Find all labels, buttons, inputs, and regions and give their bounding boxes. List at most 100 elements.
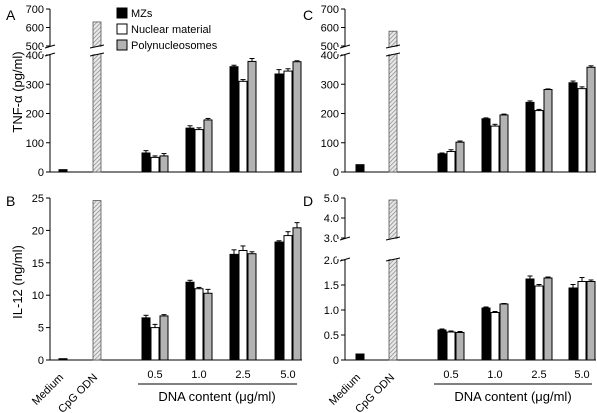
axis-break-mark-a	[44, 52, 56, 57]
axis-break-mark-c	[339, 52, 351, 57]
panel-b: 0 5 10 15 20 25	[32, 193, 302, 367]
bar-a-s0-c3	[274, 73, 284, 173]
bar-d-s1-c1	[490, 312, 500, 361]
y-tick-label-c: 200	[321, 109, 339, 121]
bar-c-s2-c3	[586, 66, 596, 173]
legend: MZs Nuclear material Polynucleosomes	[116, 7, 218, 52]
y-tick-label-c: 100	[321, 138, 339, 150]
bar-a-s1-c0	[150, 156, 160, 173]
y-tick-label-d: 1.5	[324, 280, 339, 292]
bar-a-s0-c1	[185, 127, 195, 173]
y-tick-label-b: 20	[32, 225, 44, 237]
dna-level-right-2: 1.0	[487, 369, 502, 381]
bar-c-s1-c1	[490, 125, 500, 173]
legend-label-poly: Polynucleosomes	[131, 40, 218, 52]
bar-medium-b	[58, 358, 68, 361]
bar-b-s1-c2	[238, 249, 248, 361]
bar-d-s2-c0	[455, 332, 465, 361]
bar-a-s1-c1	[194, 129, 204, 173]
bar-medium-d	[355, 353, 365, 361]
bar-b-s2-c0	[159, 315, 169, 361]
bar-a-s2-c1	[203, 119, 213, 173]
y-tick-label-a: 700	[26, 4, 44, 16]
bar-c-s0-c0	[437, 153, 447, 173]
bar-cpg-odn-d	[388, 199, 398, 361]
legend-label-nuclear: Nuclear material	[131, 24, 211, 36]
y-axis-label-a: TNF-α (pg/ml)	[10, 51, 25, 132]
x-axis-label-right: DNA content (μg/ml)	[454, 389, 571, 404]
bar-b-s2-c2	[247, 253, 257, 361]
y-tick-label-c: 700	[321, 4, 339, 16]
bar-c-s1-c2	[534, 110, 544, 173]
axis-break-mark-d	[339, 236, 351, 241]
y-tick-label-d: 1.0	[324, 305, 339, 317]
bar-b-s1-c0	[150, 327, 160, 361]
axis-break-mask-c	[337, 47, 405, 54]
panel-label-c: C	[303, 7, 313, 23]
bar-medium-c	[355, 164, 365, 173]
bar-b-s1-c1	[194, 288, 204, 361]
bar-d-s0-c1	[481, 307, 491, 361]
bar-d-s0-c2	[525, 278, 535, 361]
bar-break-mark-a	[89, 44, 105, 49]
y-tick-label-d: 3.0	[324, 233, 339, 245]
axis-break-mark-d	[339, 257, 351, 262]
panel-d: 0 0.5 1.0 1.5 2.0 3.0 4.0 5.0	[324, 193, 596, 367]
y-tick-label-a: 400	[26, 50, 44, 62]
bar-b-s0-c2	[229, 253, 239, 361]
axis-break-mask-a	[42, 47, 109, 54]
bar-c-s2-c0	[455, 141, 465, 173]
bar-b-s2-c3	[292, 227, 302, 361]
bar-a-s0-c2	[229, 66, 239, 173]
panel-label-a: A	[6, 7, 16, 23]
y-tick-label-c: 300	[321, 79, 339, 91]
y-tick-label-d: 0	[333, 355, 339, 367]
bar-b-s2-c1	[203, 292, 213, 361]
bar-c-s2-c1	[499, 114, 509, 173]
dna-level-right-3: 2.5	[531, 369, 546, 381]
y-tick-label-a: 100	[26, 138, 44, 150]
y-tick-label-b: 25	[32, 193, 44, 205]
bar-medium-a	[58, 169, 68, 173]
bar-break-mark-d	[385, 236, 401, 241]
legend-swatch-mzs	[116, 7, 128, 19]
y-tick-label-c: 400	[321, 50, 339, 62]
y-axis-label-b: IL-12 (ng/ml)	[10, 245, 25, 319]
bar-d-s2-c2	[543, 277, 553, 361]
bar-a-s2-c3	[292, 61, 302, 173]
y-tick-label-a: 300	[26, 79, 44, 91]
bar-d-s1-c2	[534, 285, 544, 361]
bar-b-s0-c0	[141, 317, 151, 361]
bar-c-s0-c2	[525, 101, 535, 173]
bar-break-mark-a	[89, 52, 105, 57]
bar-a-s2-c0	[159, 155, 169, 173]
y-tick-label-d: 2.0	[324, 255, 339, 267]
y-tick-label-a: 0	[38, 167, 44, 179]
x-axis-label-left: DNA content (μg/ml)	[158, 389, 275, 404]
bar-cpg-odn-c	[388, 30, 398, 173]
panel-label-d: D	[303, 193, 313, 209]
bar-d-s1-c3	[577, 281, 587, 361]
dna-level-right-1: 0.5	[443, 369, 458, 381]
y-tick-label-a: 600	[26, 23, 44, 35]
bar-a-s0-c0	[141, 152, 151, 173]
bar-d-s1-c0	[446, 331, 456, 361]
bar-break-mark-c	[385, 44, 401, 49]
y-tick-label-d: 4.0	[324, 213, 339, 225]
axis-break-mask-d	[337, 239, 405, 259]
legend-swatch-poly	[116, 39, 128, 51]
bar-d-s0-c0	[437, 329, 447, 361]
panel-label-b: B	[6, 193, 15, 209]
bar-break-mark-d	[385, 257, 401, 262]
bar-c-s2-c2	[543, 89, 553, 173]
bar-a-s1-c3	[283, 70, 293, 173]
dna-level-right-4: 5.0	[574, 369, 589, 381]
bar-a-s1-c2	[238, 80, 248, 173]
y-tick-label-b: 10	[32, 290, 44, 302]
bar-b-s0-c1	[185, 281, 195, 361]
y-tick-label-c: 500	[321, 41, 339, 53]
dna-level-left-1: 0.5	[147, 369, 162, 381]
legend-label-mzs: MZs	[131, 8, 153, 20]
